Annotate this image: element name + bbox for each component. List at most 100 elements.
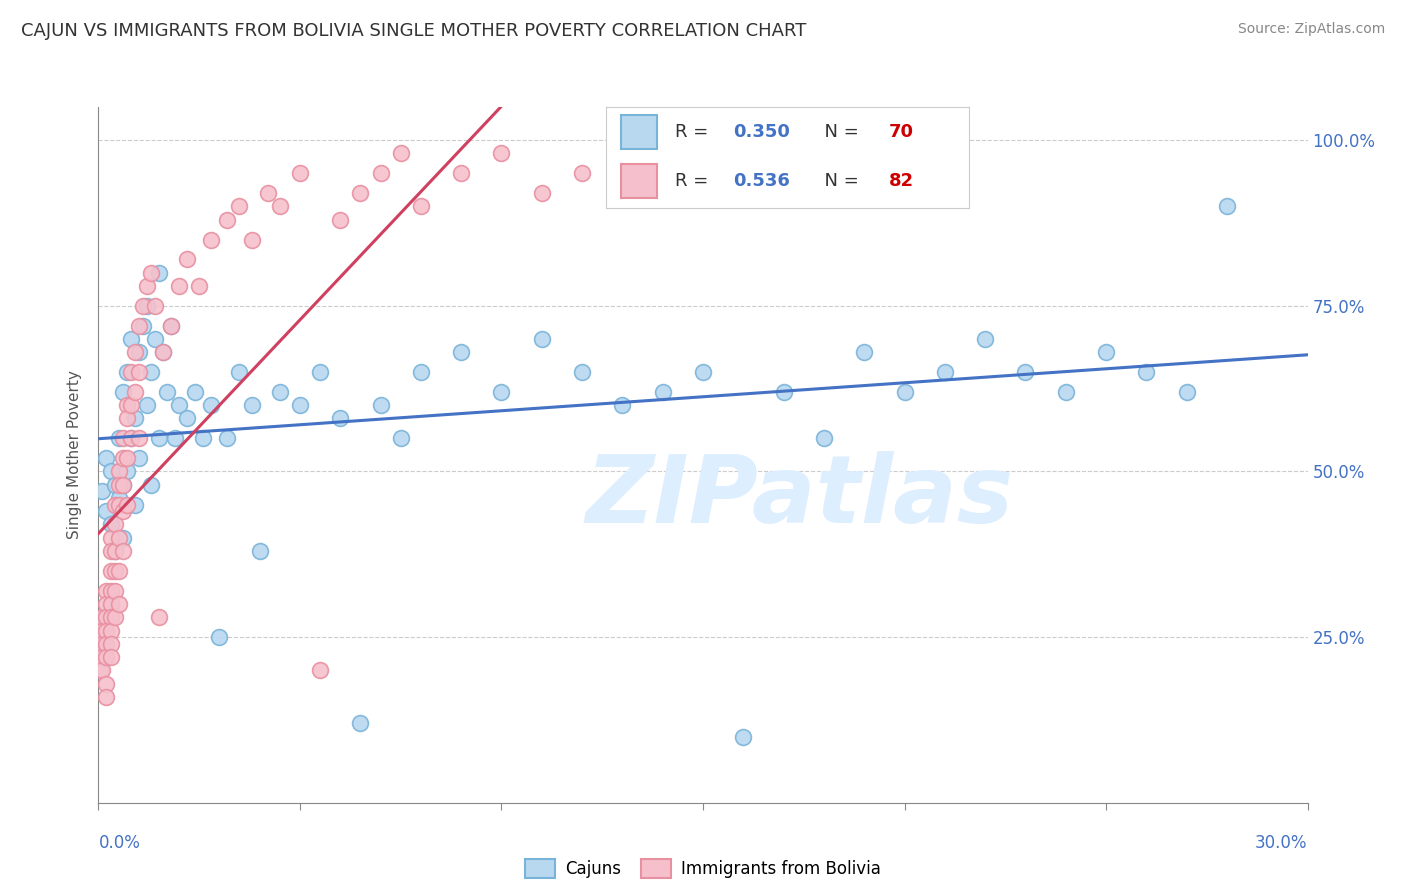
Point bbox=[120, 431, 142, 445]
Point bbox=[256, 186, 278, 201]
Point bbox=[96, 690, 118, 704]
Legend: Cajuns, Immigrants from Bolivia: Cajuns, Immigrants from Bolivia bbox=[519, 853, 887, 885]
Point bbox=[269, 199, 291, 213]
Point bbox=[772, 384, 794, 399]
Point bbox=[217, 212, 239, 227]
Point bbox=[103, 564, 125, 578]
Point bbox=[115, 451, 138, 466]
Point bbox=[128, 431, 150, 445]
Point bbox=[115, 398, 138, 412]
Point bbox=[1014, 365, 1036, 379]
Point bbox=[124, 411, 146, 425]
Point bbox=[100, 544, 122, 558]
Point bbox=[167, 398, 190, 412]
Point bbox=[200, 398, 222, 412]
Point bbox=[143, 299, 166, 313]
Point bbox=[107, 491, 129, 505]
Point bbox=[124, 498, 146, 512]
Point bbox=[571, 365, 593, 379]
Point bbox=[200, 233, 222, 247]
Point bbox=[120, 431, 142, 445]
Point bbox=[240, 398, 263, 412]
Point bbox=[1095, 345, 1118, 359]
Point bbox=[1054, 384, 1077, 399]
Point bbox=[128, 318, 150, 333]
Text: ZIPatlas: ZIPatlas bbox=[586, 450, 1014, 542]
Text: 30.0%: 30.0% bbox=[1256, 834, 1308, 852]
Point bbox=[1216, 199, 1239, 213]
Point bbox=[111, 384, 134, 399]
Point bbox=[100, 650, 122, 665]
Point bbox=[100, 637, 122, 651]
Point bbox=[100, 597, 122, 611]
Point bbox=[100, 610, 122, 624]
Point bbox=[132, 299, 155, 313]
Point bbox=[612, 398, 634, 412]
Point bbox=[974, 332, 997, 346]
Point bbox=[409, 199, 432, 213]
Point bbox=[96, 451, 118, 466]
Point bbox=[193, 431, 215, 445]
Point bbox=[96, 610, 118, 624]
Point bbox=[143, 332, 166, 346]
Point bbox=[733, 730, 755, 744]
Point bbox=[132, 318, 155, 333]
Point bbox=[450, 166, 472, 180]
Point bbox=[103, 498, 125, 512]
Point bbox=[128, 365, 150, 379]
Point bbox=[91, 663, 114, 677]
Text: 0.0%: 0.0% bbox=[98, 834, 141, 852]
Point bbox=[111, 504, 134, 518]
Point bbox=[103, 583, 125, 598]
Point bbox=[148, 610, 170, 624]
Point bbox=[96, 676, 118, 690]
Point bbox=[288, 398, 311, 412]
Point bbox=[107, 465, 129, 479]
Point bbox=[651, 384, 673, 399]
Point bbox=[813, 431, 835, 445]
Point bbox=[612, 146, 634, 161]
Point bbox=[115, 411, 138, 425]
Point bbox=[100, 517, 122, 532]
Point bbox=[530, 332, 553, 346]
Point bbox=[370, 166, 392, 180]
Point bbox=[163, 431, 186, 445]
Point bbox=[107, 431, 129, 445]
Point bbox=[111, 451, 134, 466]
Y-axis label: Single Mother Poverty: Single Mother Poverty bbox=[67, 370, 83, 540]
Point bbox=[139, 266, 162, 280]
Point bbox=[135, 299, 157, 313]
Point bbox=[176, 411, 198, 425]
Point bbox=[370, 398, 392, 412]
Point bbox=[111, 477, 134, 491]
Point bbox=[124, 384, 146, 399]
Text: Source: ZipAtlas.com: Source: ZipAtlas.com bbox=[1237, 22, 1385, 37]
Point bbox=[120, 332, 142, 346]
Point bbox=[120, 398, 142, 412]
Point bbox=[167, 279, 190, 293]
Point bbox=[148, 431, 170, 445]
Point bbox=[128, 451, 150, 466]
Point bbox=[124, 345, 146, 359]
Point bbox=[107, 531, 129, 545]
Point bbox=[90, 630, 112, 644]
Point bbox=[1135, 365, 1157, 379]
Point bbox=[389, 431, 412, 445]
Point bbox=[491, 384, 513, 399]
Point bbox=[103, 610, 125, 624]
Point bbox=[91, 610, 114, 624]
Point bbox=[103, 517, 125, 532]
Point bbox=[228, 365, 250, 379]
Point bbox=[349, 716, 371, 731]
Point bbox=[115, 365, 138, 379]
Point bbox=[111, 531, 134, 545]
Point bbox=[934, 365, 956, 379]
Point bbox=[329, 411, 352, 425]
Point bbox=[249, 544, 271, 558]
Point bbox=[107, 597, 129, 611]
Point bbox=[692, 365, 714, 379]
Point bbox=[96, 597, 118, 611]
Point bbox=[152, 345, 174, 359]
Point bbox=[89, 663, 111, 677]
Point bbox=[111, 544, 134, 558]
